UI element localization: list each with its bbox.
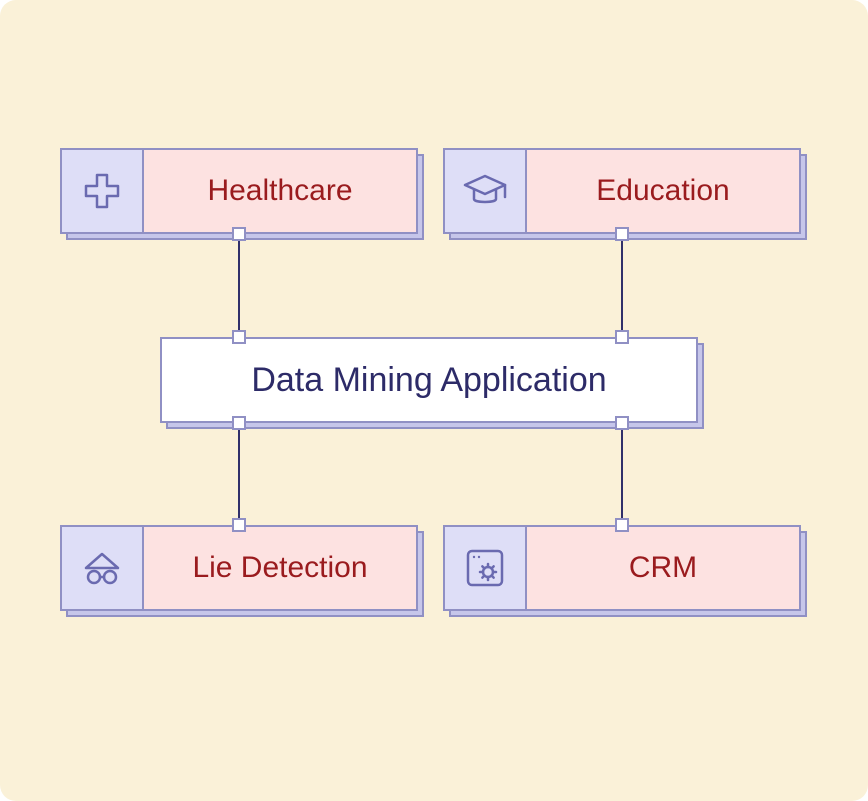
leaf-label: Lie Detection bbox=[192, 551, 367, 585]
leaf-label: CRM bbox=[629, 551, 697, 585]
leaf-education: Education bbox=[443, 148, 801, 234]
center-node: Data Mining Application bbox=[160, 337, 698, 423]
leaf-icon-cell bbox=[60, 148, 144, 234]
leaf-label-cell: Healthcare bbox=[142, 148, 418, 234]
connector-icon bbox=[615, 330, 629, 344]
leaf-label-cell: Lie Detection bbox=[142, 525, 418, 611]
window-gear-icon bbox=[461, 544, 509, 592]
leaf-label-cell: CRM bbox=[525, 525, 801, 611]
plus-icon bbox=[78, 167, 126, 215]
leaf-label: Education bbox=[596, 174, 729, 208]
connector-icon bbox=[615, 227, 629, 241]
center-label: Data Mining Application bbox=[251, 361, 606, 400]
leaf-crm: CRM bbox=[443, 525, 801, 611]
center-label-box: Data Mining Application bbox=[160, 337, 698, 423]
diagram-canvas: Data Mining Application Healthcare Educati… bbox=[0, 0, 868, 801]
connector-icon bbox=[615, 416, 629, 430]
connector-icon bbox=[232, 416, 246, 430]
leaf-icon-cell bbox=[443, 148, 527, 234]
leaf-label-cell: Education bbox=[525, 148, 801, 234]
leaf-label: Healthcare bbox=[207, 174, 352, 208]
leaf-lie-detection: Lie Detection bbox=[60, 525, 418, 611]
connector-icon bbox=[232, 330, 246, 344]
leaf-icon-cell bbox=[60, 525, 144, 611]
spy-icon bbox=[78, 544, 126, 592]
leaf-icon-cell bbox=[443, 525, 527, 611]
connector-icon bbox=[232, 227, 246, 241]
connector-icon bbox=[615, 518, 629, 532]
grad-cap-icon bbox=[461, 167, 509, 215]
connector-icon bbox=[232, 518, 246, 532]
leaf-healthcare: Healthcare bbox=[60, 148, 418, 234]
